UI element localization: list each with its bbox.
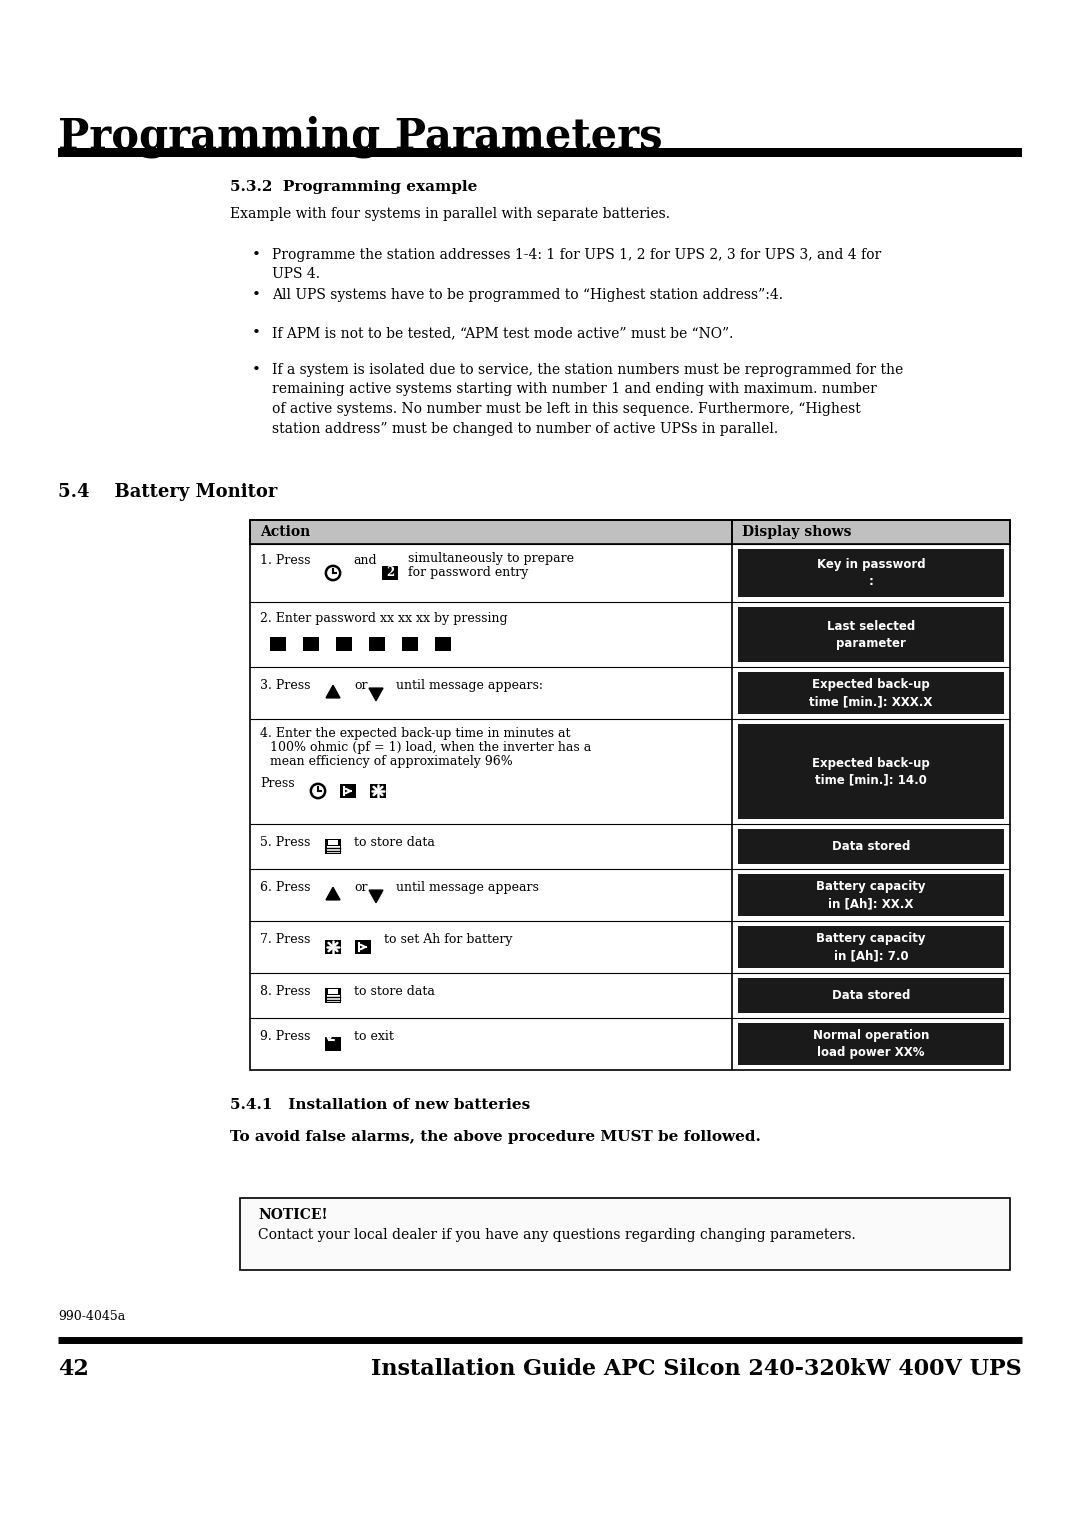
Polygon shape xyxy=(326,685,340,698)
Text: or: or xyxy=(354,882,367,894)
Text: 4. Enter the expected back-up time in minutes at: 4. Enter the expected back-up time in mi… xyxy=(260,727,570,740)
Text: •: • xyxy=(252,325,261,341)
Bar xyxy=(738,830,1004,863)
Text: Last selected
parameter: Last selected parameter xyxy=(827,619,915,649)
Text: and: and xyxy=(353,555,377,567)
Text: Programme the station addresses 1-4: 1 for UPS 1, 2 for UPS 2, 3 for UPS 3, and : Programme the station addresses 1-4: 1 f… xyxy=(272,248,881,281)
Bar xyxy=(249,520,1010,544)
Bar xyxy=(738,672,1004,714)
Bar xyxy=(336,637,352,651)
Text: Data stored: Data stored xyxy=(832,840,910,853)
Text: to set Ah for battery: to set Ah for battery xyxy=(384,934,513,946)
Text: Battery capacity
in [Ah]: XX.X: Battery capacity in [Ah]: XX.X xyxy=(816,880,926,911)
Text: mean efficiency of approximately 96%: mean efficiency of approximately 96% xyxy=(270,755,513,769)
Bar xyxy=(354,940,372,953)
Text: to store data: to store data xyxy=(354,836,435,850)
Bar xyxy=(303,637,319,651)
Bar xyxy=(738,874,1004,915)
Text: for password entry: for password entry xyxy=(408,565,528,579)
Bar xyxy=(738,978,1004,1013)
Text: Action: Action xyxy=(260,526,310,539)
Bar xyxy=(402,637,418,651)
Text: Installation Guide APC Silcon 240-320kW 400V UPS: Installation Guide APC Silcon 240-320kW … xyxy=(372,1358,1022,1380)
Bar xyxy=(325,1038,341,1051)
Bar xyxy=(326,995,339,1002)
Text: Battery capacity
in [Ah]: 7.0: Battery capacity in [Ah]: 7.0 xyxy=(816,932,926,963)
Polygon shape xyxy=(369,891,383,903)
Bar xyxy=(58,148,1022,157)
Text: If a system is isolated due to service, the station numbers must be reprogrammed: If a system is isolated due to service, … xyxy=(272,364,903,435)
Bar xyxy=(435,637,451,651)
Bar xyxy=(738,607,1004,662)
Text: Expected back-up
time [min.]: 14.0: Expected back-up time [min.]: 14.0 xyxy=(812,756,930,787)
Text: To avoid false alarms, the above procedure MUST be followed.: To avoid false alarms, the above procedu… xyxy=(230,1131,761,1144)
Bar xyxy=(339,784,356,798)
Text: Press: Press xyxy=(260,778,295,790)
Bar xyxy=(249,520,1010,1070)
Text: •: • xyxy=(252,248,261,261)
Text: Expected back-up
time [min.]: XXX.X: Expected back-up time [min.]: XXX.X xyxy=(809,678,933,707)
Bar xyxy=(370,784,386,798)
Text: If APM is not to be tested, “APM test mode active” must be “NO”.: If APM is not to be tested, “APM test mo… xyxy=(272,325,733,341)
Text: 42: 42 xyxy=(58,1358,89,1380)
Text: NOTICE!: NOTICE! xyxy=(258,1209,327,1222)
Text: until message appears: until message appears xyxy=(396,882,539,894)
Bar xyxy=(382,565,397,581)
Text: Contact your local dealer if you have any questions regarding changing parameter: Contact your local dealer if you have an… xyxy=(258,1229,855,1242)
Text: or: or xyxy=(354,678,367,692)
Bar xyxy=(738,1024,1004,1065)
Text: •: • xyxy=(252,364,261,377)
Bar xyxy=(326,847,339,853)
Text: to store data: to store data xyxy=(354,986,435,998)
Bar xyxy=(325,839,341,854)
Text: to exit: to exit xyxy=(354,1030,394,1044)
Text: 1. Press: 1. Press xyxy=(260,555,311,567)
Text: 5.4.1   Installation of new batteries: 5.4.1 Installation of new batteries xyxy=(230,1099,530,1112)
Text: Key in password
:: Key in password : xyxy=(816,558,926,588)
Text: Programming Parameters: Programming Parameters xyxy=(58,115,663,157)
Polygon shape xyxy=(369,688,383,701)
Text: 5.3.2  Programming example: 5.3.2 Programming example xyxy=(230,180,477,194)
Text: 6. Press: 6. Press xyxy=(260,882,311,894)
Text: Normal operation
load power XX%: Normal operation load power XX% xyxy=(813,1028,929,1059)
Text: 3. Press: 3. Press xyxy=(260,678,311,692)
Text: 2. Enter password xx xx xx by pressing: 2. Enter password xx xx xx by pressing xyxy=(260,613,508,625)
Text: •: • xyxy=(252,287,261,303)
Text: 5.4    Battery Monitor: 5.4 Battery Monitor xyxy=(58,483,278,501)
Bar xyxy=(738,926,1004,969)
Text: Example with four systems in parallel with separate batteries.: Example with four systems in parallel wi… xyxy=(230,206,670,222)
Bar xyxy=(270,637,286,651)
Text: 5. Press: 5. Press xyxy=(260,836,310,850)
Bar xyxy=(325,940,341,953)
Bar xyxy=(738,724,1004,819)
Text: All UPS systems have to be programmed to “Highest station address”:4.: All UPS systems have to be programmed to… xyxy=(272,287,783,303)
Text: 100% ohmic (pf = 1) load, when the inverter has a: 100% ohmic (pf = 1) load, when the inver… xyxy=(270,741,591,753)
Text: 9. Press: 9. Press xyxy=(260,1030,310,1044)
Bar xyxy=(369,637,384,651)
Text: Display shows: Display shows xyxy=(742,526,851,539)
Text: 990-4045a: 990-4045a xyxy=(58,1309,125,1323)
Bar xyxy=(328,989,338,993)
Text: 2: 2 xyxy=(386,567,394,579)
Bar xyxy=(328,840,338,845)
Text: until message appears:: until message appears: xyxy=(396,678,543,692)
Text: 7. Press: 7. Press xyxy=(260,934,310,946)
Bar xyxy=(738,549,1004,597)
Text: 8. Press: 8. Press xyxy=(260,986,311,998)
Polygon shape xyxy=(326,888,340,900)
Text: simultaneously to prepare: simultaneously to prepare xyxy=(408,552,573,565)
Text: Data stored: Data stored xyxy=(832,989,910,1002)
Bar xyxy=(240,1198,1010,1270)
Bar xyxy=(325,989,341,1002)
